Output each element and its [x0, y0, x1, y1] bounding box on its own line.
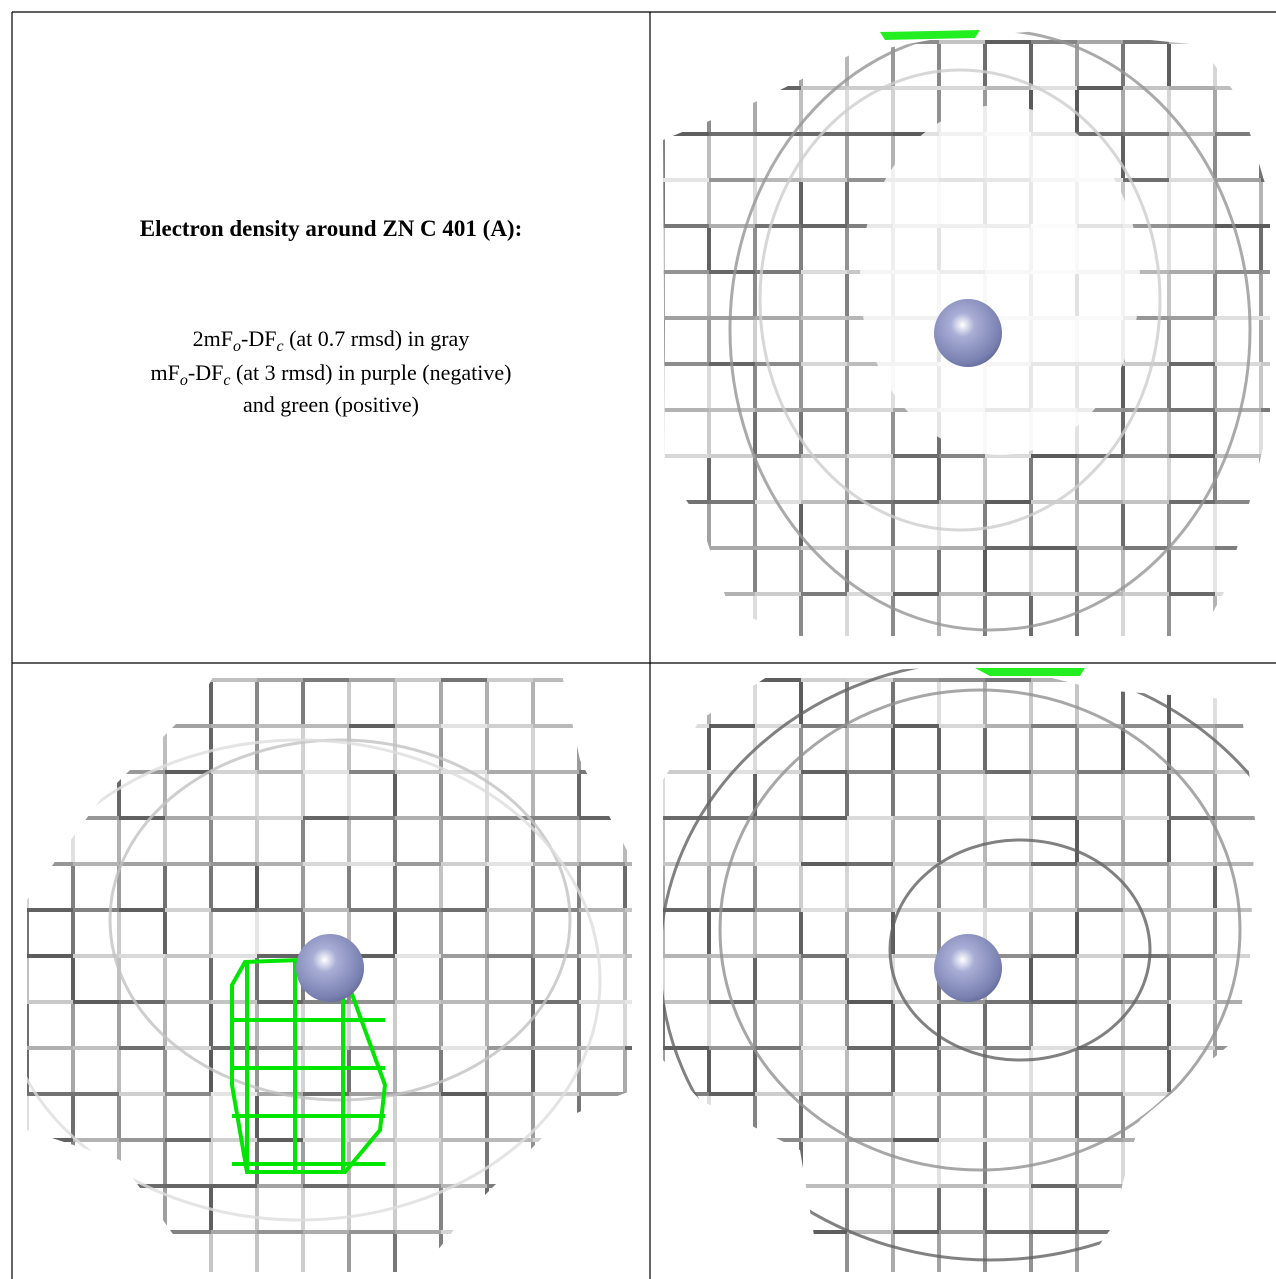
caption-text: (at 3 rmsd) in purple (negative): [230, 360, 511, 385]
caption-line: 2mFo-DFc (at 0.7 rmsd) in gray: [193, 326, 470, 355]
cell-title: Electron density around ZN C 401 (A):: [140, 216, 523, 241]
subscript: c: [223, 372, 230, 389]
caption-text: (at 0.7 rmsd) in gray: [284, 326, 470, 351]
contour: [663, 665, 1255, 1262]
subscript: o: [233, 338, 241, 355]
caption-text: -DF: [241, 326, 276, 351]
subscript: o: [180, 372, 188, 389]
contour: [728, 30, 1252, 632]
caption-text: -DF: [188, 360, 223, 385]
caption-line: and green (positive): [243, 392, 419, 417]
caption-text: and green (positive): [243, 392, 419, 417]
contour: [27, 738, 602, 1222]
zn-atom: [296, 934, 364, 1002]
subscript: c: [276, 338, 283, 355]
caption-text: 2mF: [193, 326, 233, 351]
table-borders: [11, 11, 1276, 1279]
zn-atom: [934, 934, 1002, 1002]
caption-text: mF: [151, 360, 180, 385]
zn-atom: [934, 299, 1002, 367]
contour: [758, 68, 1162, 532]
cavity: [860, 105, 1140, 455]
contour: [108, 738, 572, 1102]
caption-line: mFo-DFc (at 3 rmsd) in purple (negative): [151, 360, 512, 389]
contour: [888, 838, 1152, 1062]
contour: [718, 688, 1242, 1172]
green-fragment: [975, 668, 1085, 676]
green-fragment: [880, 30, 980, 40]
